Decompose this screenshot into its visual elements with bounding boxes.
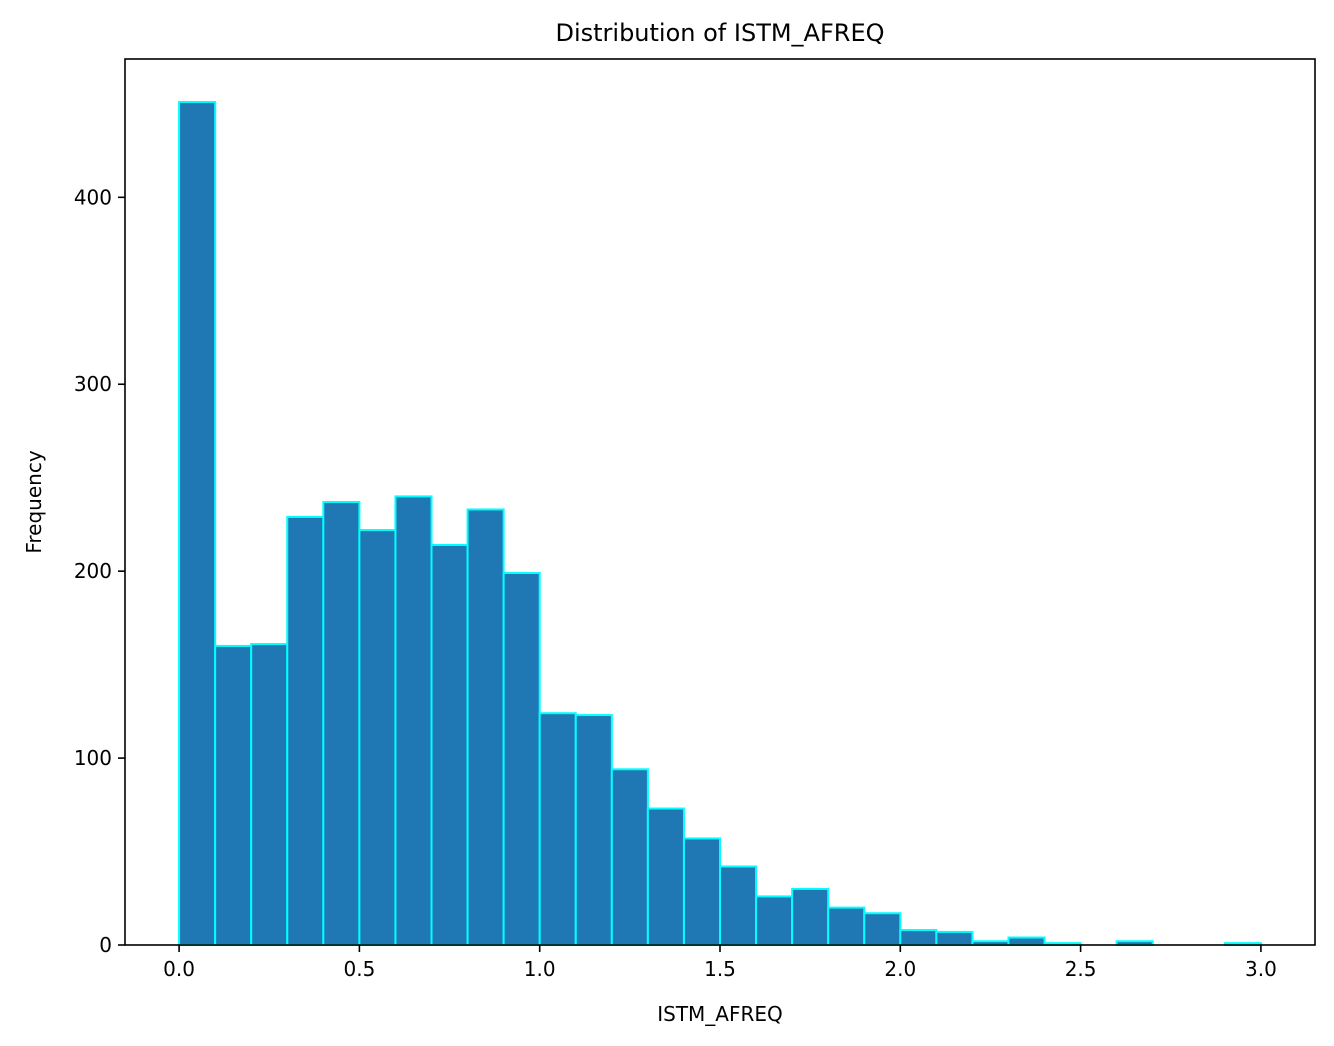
x-tick-label: 1.5 bbox=[704, 957, 736, 981]
chart-title: Distribution of ISTM_AFREQ bbox=[555, 19, 884, 47]
histogram-bar bbox=[935, 930, 974, 946]
x-axis-ticks: 0.0 0.5 1.0 1.5 2.0 2.5 3.0 bbox=[163, 945, 1277, 981]
histogram-bar bbox=[430, 543, 469, 947]
x-tick-label: 0.0 bbox=[163, 957, 195, 981]
histogram-bar bbox=[1007, 936, 1046, 946]
histogram-bar bbox=[178, 100, 217, 946]
histogram-bar bbox=[863, 912, 902, 947]
histogram-bar bbox=[610, 768, 649, 946]
plot-frame bbox=[124, 58, 1316, 946]
x-axis-label: ISTM_AFREQ bbox=[657, 1002, 783, 1026]
y-tick-label: 0 bbox=[99, 933, 112, 957]
histogram-bar bbox=[286, 515, 325, 947]
histogram-bar bbox=[394, 495, 433, 946]
x-tick-label: 1.0 bbox=[524, 957, 556, 981]
histogram-bar bbox=[538, 712, 577, 947]
y-tick-label: 400 bbox=[74, 185, 112, 209]
y-tick-label: 300 bbox=[74, 372, 112, 396]
x-tick-label: 3.0 bbox=[1245, 957, 1277, 981]
x-tick-label: 0.5 bbox=[343, 957, 375, 981]
histogram-bar bbox=[322, 501, 361, 946]
histogram-bar bbox=[899, 929, 938, 946]
y-tick-label: 100 bbox=[74, 746, 112, 770]
histogram-bar bbox=[502, 572, 541, 946]
histogram-bar bbox=[466, 508, 505, 946]
x-tick-label: 2.5 bbox=[1065, 957, 1097, 981]
histogram-bar bbox=[791, 887, 830, 947]
histogram-bar bbox=[827, 906, 866, 946]
histogram-bar bbox=[574, 714, 613, 947]
histogram-bar bbox=[719, 865, 758, 946]
histogram-bar bbox=[250, 643, 289, 946]
bars-group bbox=[178, 100, 1262, 947]
y-axis-label: Frequency bbox=[22, 450, 46, 553]
histogram-bar bbox=[682, 837, 721, 946]
histogram-bar bbox=[646, 807, 685, 946]
y-axis-ticks: 0 100 200 300 400 bbox=[74, 185, 125, 957]
x-tick-label: 2.0 bbox=[884, 957, 916, 981]
histogram-bar bbox=[358, 529, 397, 946]
histogram-bar bbox=[755, 895, 794, 946]
y-tick-label: 200 bbox=[74, 559, 112, 583]
histogram-bar bbox=[214, 644, 253, 946]
